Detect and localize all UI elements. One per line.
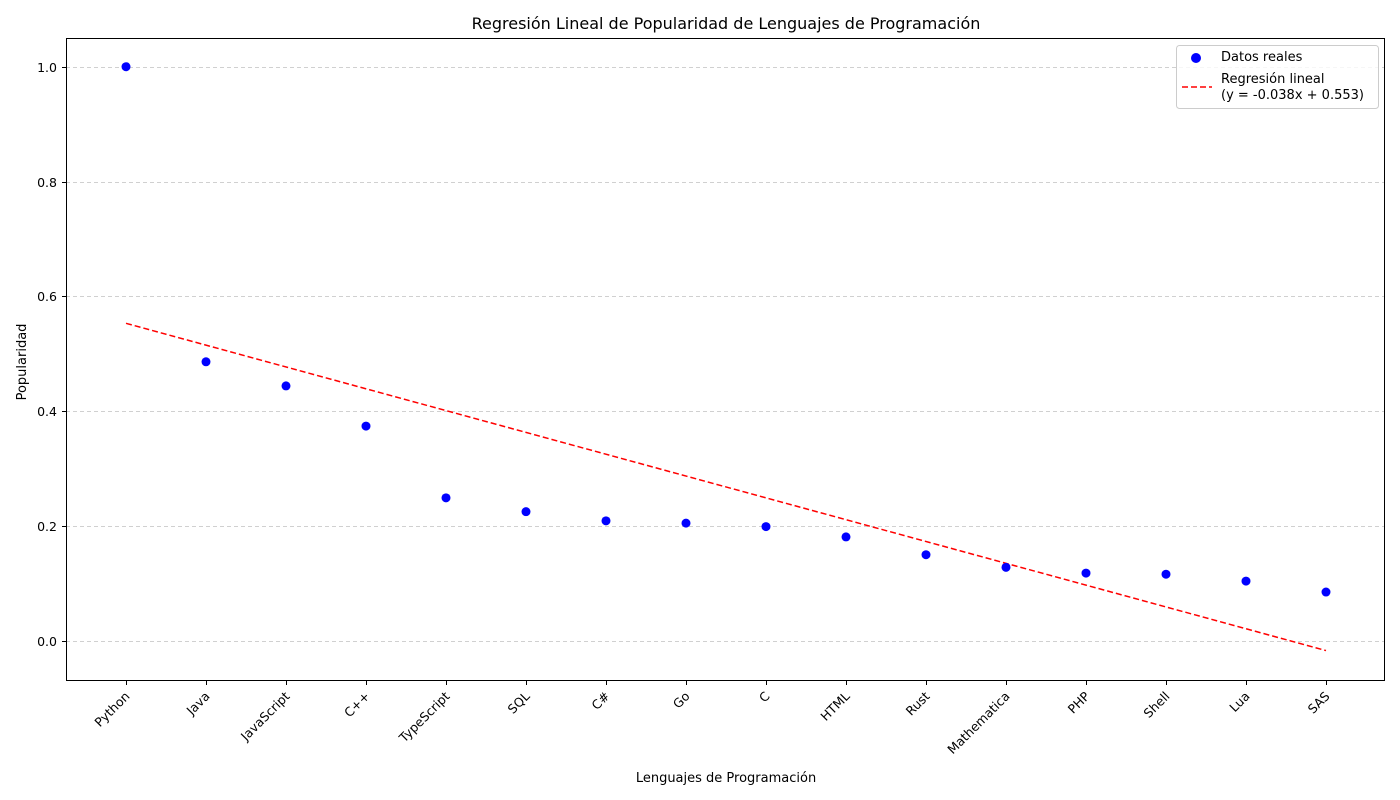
y-tick-label: 0.6 <box>37 289 57 304</box>
data-point <box>921 550 931 560</box>
x-tick-label: TypeScript <box>395 688 452 745</box>
data-point <box>1081 568 1091 578</box>
data-point <box>841 532 851 542</box>
x-tick-label: SQL <box>505 688 533 716</box>
legend-marker-datos-reales <box>1191 53 1201 63</box>
chart-title: Regresión Lineal de Popularidad de Lengu… <box>472 14 981 33</box>
y-tick-label: 0.0 <box>37 634 57 649</box>
data-point <box>441 493 451 503</box>
y-axis-label: Popularidad <box>15 324 30 401</box>
regression-line-group <box>125 322 1327 652</box>
regression-line <box>125 322 1327 652</box>
y-tick-label: 0.8 <box>37 175 57 190</box>
x-tick-label: Shell <box>1140 689 1172 721</box>
x-tick-label: HTML <box>817 688 852 723</box>
legend-label-regresion: Regresión lineal <box>1221 72 1325 87</box>
x-tick-label: Lua <box>1226 689 1252 715</box>
plot-frame <box>66 38 1385 681</box>
data-point <box>281 381 291 391</box>
data-point <box>761 522 771 532</box>
x-tick-label: C++ <box>341 689 373 721</box>
x-tick-label: SAS <box>1305 688 1333 716</box>
data-point <box>201 357 211 367</box>
x-tick-label: Rust <box>903 688 933 718</box>
legend-label-datos-reales: Datos reales <box>1221 50 1303 65</box>
data-points-group <box>121 62 1331 597</box>
data-point <box>601 516 611 526</box>
data-point <box>1321 587 1331 597</box>
x-tick-label: JavaScript <box>237 688 293 744</box>
data-point <box>1161 569 1171 579</box>
x-tick-label: C <box>756 688 773 705</box>
legend: Datos reales Regresión lineal (y = -0.03… <box>1176 45 1379 109</box>
legend-label-equation: (y = -0.038x + 0.553) <box>1221 88 1364 103</box>
data-point <box>1241 576 1251 586</box>
data-point <box>521 507 531 517</box>
grid-lines <box>66 67 1385 642</box>
legend-box <box>1176 45 1379 109</box>
x-axis: Python Java JavaScript C++ TypeScript SQL C# Go… <box>91 681 1333 757</box>
x-tick-label: PHP <box>1065 688 1093 716</box>
x-tick-label: Mathematica <box>944 689 1012 757</box>
y-tick-label: 0.4 <box>37 404 57 419</box>
x-tick-label: C# <box>588 689 612 713</box>
x-tick-label: Python <box>91 689 132 730</box>
data-point <box>681 518 691 528</box>
y-tick-label: 1.0 <box>37 60 57 75</box>
data-point <box>121 62 131 72</box>
x-axis-label: Lenguajes de Programación <box>636 771 816 786</box>
y-tick-label: 0.2 <box>37 519 57 534</box>
x-tick-label: Java <box>183 689 213 719</box>
y-axis: 0.0 0.2 0.4 0.6 0.8 1.0 <box>37 60 66 649</box>
data-point <box>361 421 371 431</box>
x-tick-label: Go <box>670 689 693 712</box>
data-point <box>1001 562 1011 572</box>
